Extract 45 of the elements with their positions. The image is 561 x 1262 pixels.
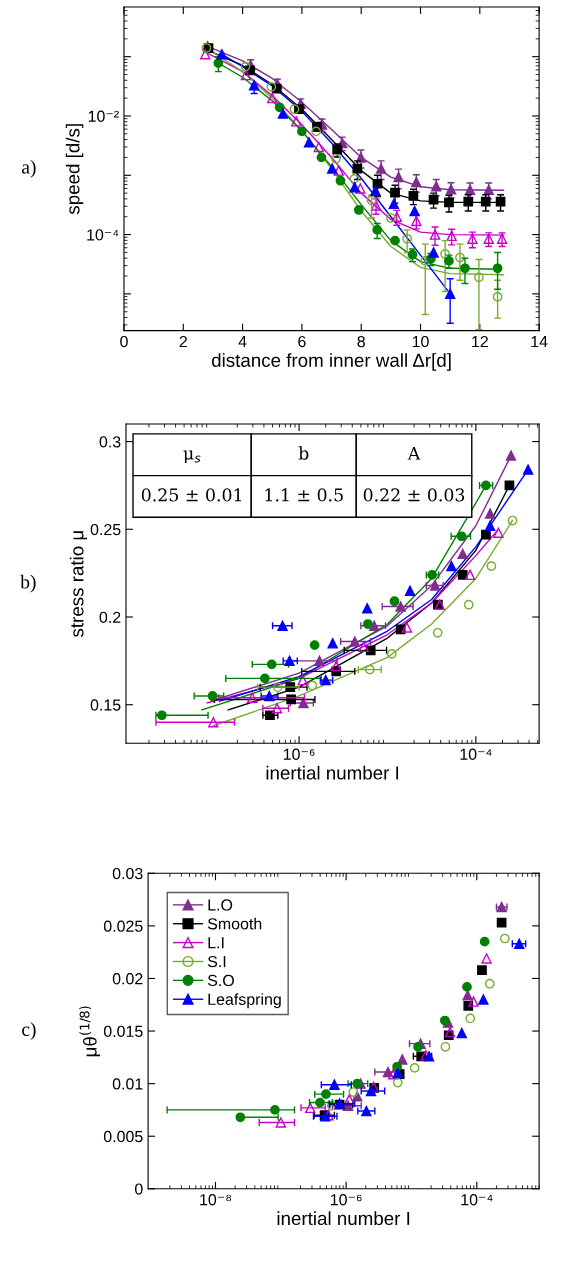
legend-label: L.O [208, 899, 233, 911]
text: b) [20, 574, 36, 593]
annotation: b [298, 446, 309, 460]
annotation: 0.22 ± 0.03 [363, 488, 465, 502]
text: c) [22, 1022, 36, 1040]
x-tick-label: 14 [531, 336, 548, 348]
legend-label: Leafspring [208, 993, 281, 1009]
x-tick-label: 8 [357, 335, 365, 348]
x-tick-label: 10 [412, 335, 429, 348]
y-tick-label: 0.005 [103, 1130, 143, 1143]
x-tick-label: 10⁻⁶ [283, 748, 315, 760]
y-tick-label: 0 [134, 1183, 143, 1195]
x-tick-label: 10⁻⁶ [330, 1194, 362, 1206]
text: a) [22, 159, 36, 178]
annotation: μ$_{s}$ [183, 450, 201, 464]
y-tick-label: 10⁻² [88, 110, 119, 122]
x-tick-label: 10⁻⁸ [200, 1194, 232, 1206]
x-axis-title: inertial number I [277, 1211, 410, 1226]
annotation: 0.25 ± 0.01 [141, 488, 242, 502]
annotation: 1.1 ± 0.5 [265, 488, 343, 502]
x-tick-label: 2 [179, 335, 187, 348]
y-tick-label: 0.02 [112, 973, 143, 985]
y-tick-label: 10⁻⁴ [87, 229, 119, 241]
x-axis-title: inertial number I [266, 765, 399, 780]
x-tick-label: 4 [238, 336, 247, 348]
y-tick-label: 0.2 [99, 611, 121, 623]
legend-label: Smooth [207, 917, 262, 930]
y-tick-label: 0.25 [90, 523, 121, 536]
legend-label: S.O [207, 974, 234, 987]
y-tick-label: 0.025 [103, 920, 143, 932]
y-axis-title: μθ$^{(1/8)}$ [79, 1006, 101, 1057]
y-axis-title: speed [d/s] [65, 124, 84, 215]
legend-label: L.I [208, 937, 224, 949]
y-tick-label: 0.15 [90, 699, 121, 711]
x-tick-label: 12 [472, 335, 488, 348]
y-tick-label: 0.3 [99, 436, 121, 448]
y-tick-label: 0.01 [112, 1078, 143, 1090]
annotation: A [407, 446, 421, 460]
x-tick-label: 10⁻⁴ [461, 1194, 493, 1206]
y-tick-label: 0.03 [112, 867, 143, 880]
x-axis-title: distance from inner wall Δr[d] [211, 353, 451, 371]
y-axis-title: stress ratio μ [69, 531, 87, 637]
legend-label: S.I [207, 955, 226, 968]
x-tick-label: 6 [298, 335, 306, 348]
y-tick-label: 0.015 [103, 1025, 143, 1037]
